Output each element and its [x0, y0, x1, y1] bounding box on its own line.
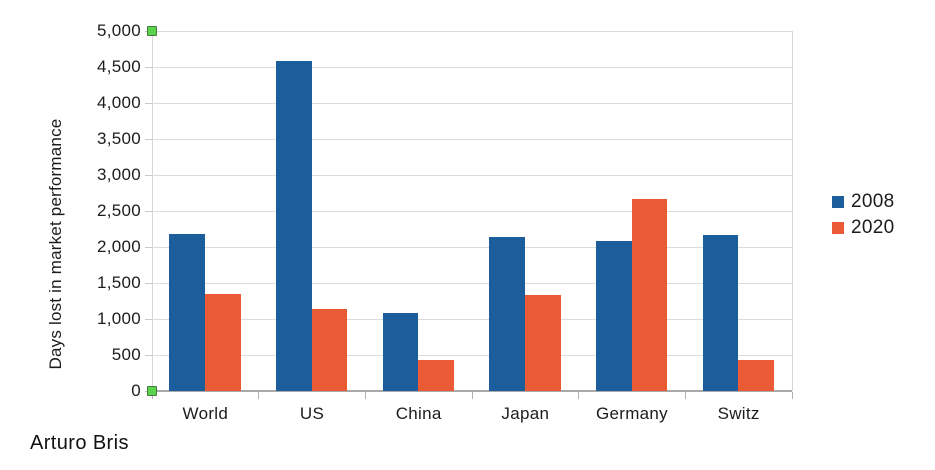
bar-2020-US — [311, 308, 348, 391]
y-axis-tick-label: 500 — [111, 345, 141, 364]
bar-2008-World — [169, 234, 205, 391]
y-axis-tick — [145, 210, 152, 212]
gridline — [152, 210, 792, 212]
gridline — [152, 66, 792, 68]
bottom-left-selection-handle-icon[interactable] — [146, 385, 157, 396]
x-axis-category-label: US — [299, 404, 325, 423]
y-axis-tick — [145, 138, 152, 140]
bar-2008-Germany — [595, 240, 632, 391]
y-axis-tick-label: 1,000 — [96, 309, 141, 328]
x-axis-category-label: Japan — [501, 404, 550, 423]
gridline — [152, 246, 792, 248]
plot-left-border — [152, 31, 153, 391]
gridline — [152, 174, 792, 176]
bar-2020-China — [418, 360, 455, 391]
x-axis-tick — [684, 392, 686, 399]
bar-2008-Japan — [489, 236, 525, 391]
x-axis-tick — [791, 392, 793, 399]
top-left-selection-handle-icon[interactable] — [146, 25, 157, 36]
y-axis-tick — [145, 282, 152, 284]
y-axis-tick — [145, 318, 152, 320]
x-axis-category-label: China — [395, 404, 442, 423]
x-axis-category-label: Germany — [595, 404, 668, 423]
x-axis-tick — [578, 392, 580, 399]
x-axis-tick — [364, 392, 366, 399]
y-axis-tick-label: 2,000 — [96, 237, 141, 256]
bar-2020-Japan — [525, 295, 561, 391]
x-axis-line — [147, 390, 792, 392]
bar-2008-Switz — [702, 235, 739, 391]
legend: 2008 2020 — [832, 189, 894, 241]
y-axis-tick — [145, 354, 152, 356]
y-axis-tick — [145, 174, 152, 176]
x-axis-tick — [151, 392, 153, 399]
y-axis-tick-label: 2,500 — [96, 201, 141, 220]
legend-item-2020: 2020 — [832, 215, 894, 241]
legend-swatch-icon — [832, 196, 844, 208]
y-axis-tick-label: 3,500 — [96, 129, 141, 148]
gridline — [152, 318, 792, 320]
gridline — [152, 138, 792, 140]
plot-right-border — [792, 31, 793, 391]
y-axis-tick-label: 4,500 — [96, 57, 141, 76]
x-axis-category-label: Switz — [717, 404, 760, 423]
y-axis-tick-label: 5,000 — [96, 21, 141, 40]
y-axis-tick — [145, 246, 152, 248]
bar-2020-Switz — [738, 360, 775, 391]
legend-label: 2008 — [851, 191, 895, 212]
bar-2020-World — [205, 293, 241, 391]
gridline — [152, 354, 792, 356]
y-axis-tick-label: 3,000 — [96, 165, 141, 184]
gridline — [152, 102, 792, 104]
y-axis-tick-label: 4,000 — [96, 93, 141, 112]
x-axis-tick — [471, 392, 473, 399]
bar-2008-China — [382, 312, 419, 391]
legend-item-2008: 2008 — [832, 189, 894, 215]
legend-label: 2020 — [851, 217, 895, 238]
y-axis-tick — [145, 66, 152, 68]
y-axis-tick-label: 1,500 — [96, 273, 141, 292]
bar-2020-Germany — [631, 198, 668, 391]
y-axis-tick — [145, 102, 152, 104]
legend-swatch-icon — [832, 222, 844, 234]
gridline — [152, 30, 792, 32]
x-axis-category-label: World — [182, 404, 229, 423]
x-axis-tick — [258, 392, 260, 399]
bar-2008-US — [275, 61, 312, 391]
y-axis-tick-label: 0 — [131, 381, 141, 400]
credit-text: Arturo Bris — [30, 432, 129, 454]
gridline — [152, 282, 792, 284]
